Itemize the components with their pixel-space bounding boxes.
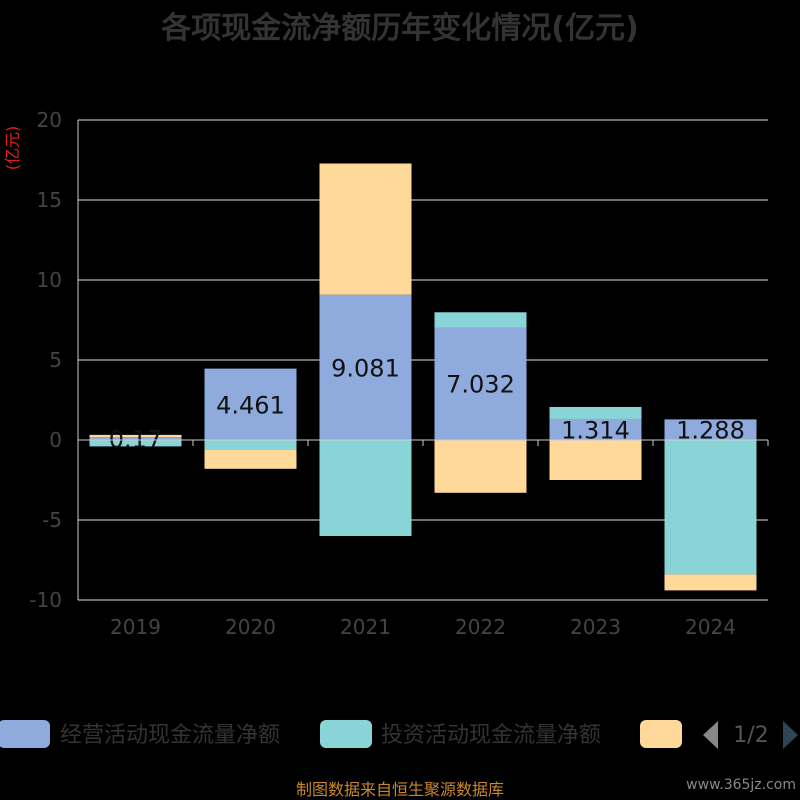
- legend-label-investing: 投资活动现金流量净额: [381, 723, 601, 748]
- legend-label-operating: 经营活动现金流量净额: [60, 723, 280, 748]
- grid-layer: 20 15 10 5 0 -5 -10: [29, 108, 768, 612]
- legend-swatch-operating: [0, 720, 50, 748]
- chart-title: 各项现金流净额历年变化情况(亿元): [160, 11, 638, 46]
- bar-series1-2022[interactable]: [434, 312, 527, 328]
- data-label-2020: 4.461: [216, 391, 285, 419]
- bar-series0-2020[interactable]: [204, 368, 297, 440]
- legend-item-financing[interactable]: [640, 720, 682, 748]
- bar-series1-2020[interactable]: [204, 440, 297, 450]
- bar-series0-2023[interactable]: [549, 418, 642, 440]
- data-label-2022: 7.032: [446, 371, 515, 399]
- y-tick-label: -5: [42, 508, 62, 532]
- bar-series1-2021[interactable]: [319, 440, 412, 536]
- bar-series2-2020[interactable]: [204, 449, 297, 469]
- legend-page-indicator: 1/2: [733, 723, 768, 748]
- bar-series2-2019[interactable]: [89, 434, 182, 438]
- legend: 经营活动现金流量净额 投资活动现金流量净额 1/2: [0, 720, 798, 749]
- bar-series0-2024[interactable]: [664, 419, 757, 440]
- y-tick-label: 10: [37, 268, 62, 292]
- y-tick-label: 5: [49, 348, 62, 372]
- y-tick-label: 15: [37, 188, 62, 212]
- legend-item-operating[interactable]: 经营活动现金流量净额: [0, 720, 280, 748]
- bar-series2-2023[interactable]: [549, 440, 642, 480]
- bar-series1-2023[interactable]: [549, 406, 642, 419]
- bar-series0-2022[interactable]: [434, 327, 527, 440]
- bar-series1-2019[interactable]: [89, 440, 182, 447]
- y-axis-unit-label: (亿元): [3, 126, 22, 171]
- bar-series2-2024[interactable]: [664, 574, 757, 591]
- y-tick-label: 0: [49, 428, 62, 452]
- x-tick-label: 2019: [110, 615, 161, 639]
- legend-item-investing[interactable]: 投资活动现金流量净额: [320, 720, 601, 748]
- legend-swatch-investing: [320, 720, 372, 748]
- bar-series0-2021[interactable]: [319, 294, 412, 440]
- x-tick-label: 2023: [570, 615, 621, 639]
- data-source-note: 制图数据来自恒生聚源数据库: [296, 780, 504, 799]
- x-axis: 2019 2020 2021 2022 2023 2024: [77, 439, 769, 639]
- bar-series2-2022[interactable]: [434, 440, 527, 493]
- x-tick-label: 2021: [340, 615, 391, 639]
- legend-swatch-financing: [640, 720, 682, 748]
- legend-prev-page-icon[interactable]: [703, 721, 718, 749]
- x-tick-label: 2020: [225, 615, 276, 639]
- y-tick-label: 20: [37, 108, 62, 132]
- bar-series2-2021[interactable]: [319, 163, 412, 295]
- bars-layer: [89, 163, 757, 591]
- y-tick-label: -10: [29, 588, 62, 612]
- bar-series1-2024[interactable]: [664, 440, 757, 575]
- watermark: www.365jz.com: [686, 777, 796, 793]
- bar-series0-2019[interactable]: [89, 437, 182, 440]
- legend-next-page-icon[interactable]: [783, 721, 798, 749]
- x-tick-label: 2024: [685, 615, 736, 639]
- x-tick-label: 2022: [455, 615, 506, 639]
- data-label-2021: 9.081: [331, 354, 400, 382]
